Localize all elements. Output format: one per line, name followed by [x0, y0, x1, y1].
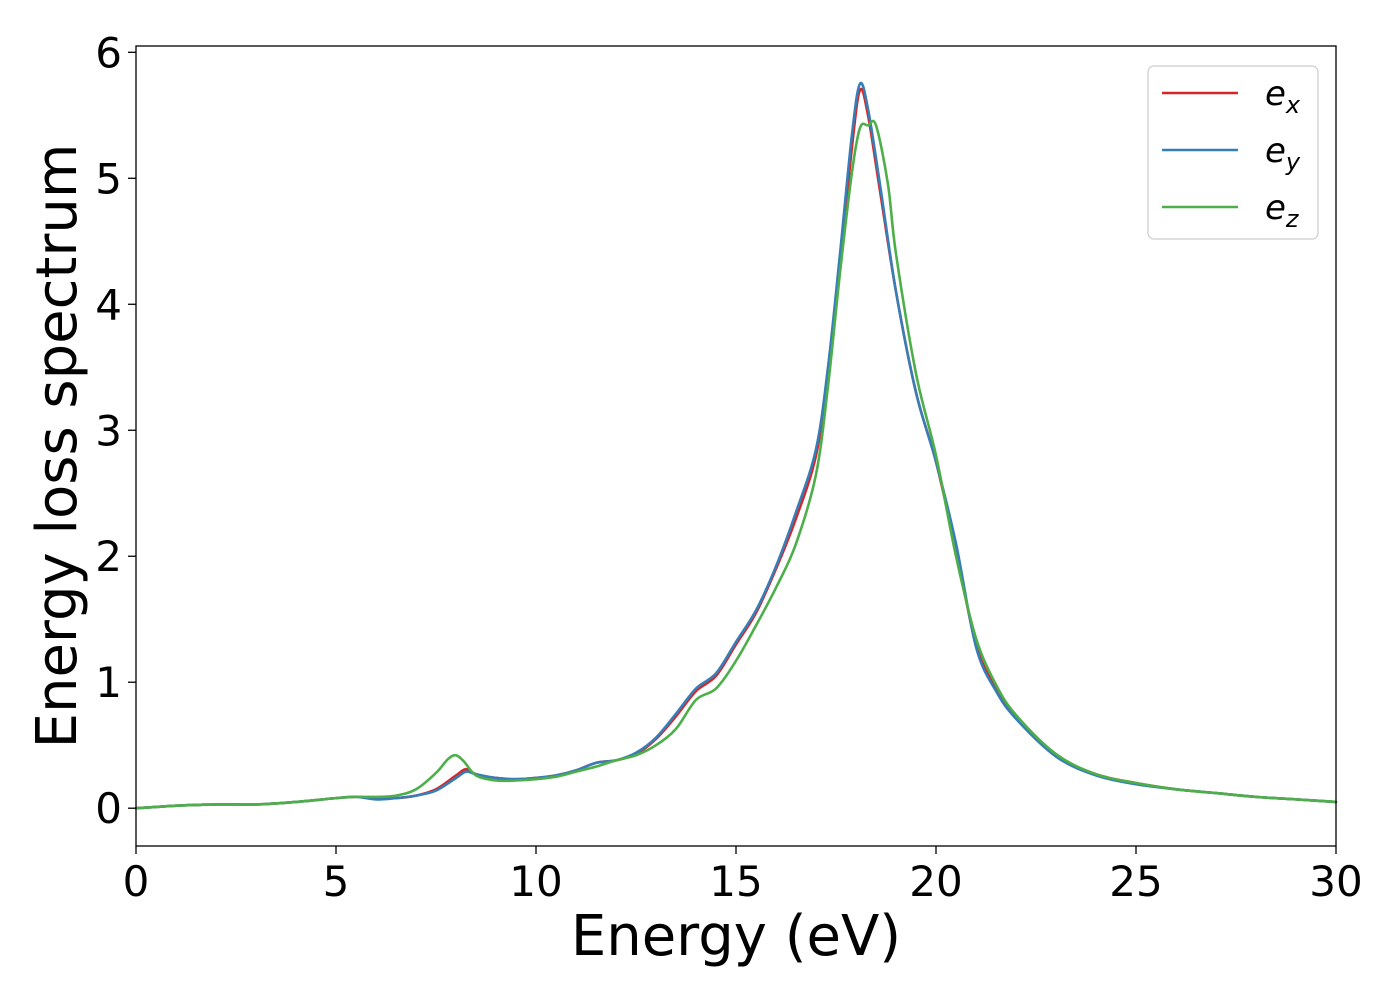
legend-label-x: ex: [1265, 74, 1301, 119]
y-tick-label: 1: [95, 658, 122, 707]
x-tick-label: 5: [323, 857, 350, 906]
y-tick-label: 6: [95, 28, 122, 77]
y-tick-label: 0: [95, 784, 122, 833]
y-axis-ticks: 0 1 2 3 4 5 6: [95, 28, 136, 833]
x-tick-label: 15: [709, 857, 762, 906]
series-line-y: [134, 81, 1338, 810]
y-tick-label: 4: [95, 280, 122, 329]
x-tick-label: 30: [1309, 857, 1362, 906]
legend-label-z: ez: [1265, 188, 1300, 233]
y-tick-label: 2: [95, 532, 122, 581]
x-axis-ticks: 0 5 10 15 20 25 30: [123, 846, 1363, 906]
legend-label-y: ey: [1265, 131, 1301, 176]
x-tick-label: 25: [1109, 857, 1162, 906]
series-layer: [134, 81, 1338, 810]
legend-box: [1147, 65, 1319, 240]
y-tick-label: 3: [95, 406, 122, 455]
y-tick-label: 5: [95, 154, 122, 203]
y-axis-label: Energy loss spectrum: [25, 144, 90, 749]
series-line-z: [134, 119, 1338, 810]
legend: ex ey ez: [1147, 65, 1319, 240]
x-tick-label: 0: [123, 857, 150, 906]
x-tick-label: 20: [909, 857, 962, 906]
x-tick-label: 10: [509, 857, 562, 906]
x-axis-label: Energy (eV): [571, 904, 901, 969]
